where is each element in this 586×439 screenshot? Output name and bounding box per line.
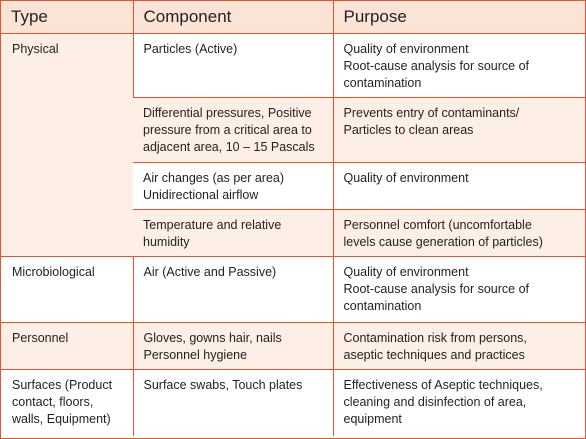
header-row: Type Component Purpose xyxy=(1,1,585,34)
table-header: Type Component Purpose xyxy=(1,1,585,34)
purpose-cell: Personnel comfort (uncomfortable levels … xyxy=(332,209,585,257)
table-row: Physical Particles (Active) Quality of e… xyxy=(1,33,585,257)
type-cell-surfaces: Surfaces (Product contact, floors, walls… xyxy=(1,369,133,436)
type-cell-microbiological: Microbiological xyxy=(1,256,133,323)
type-cell-personnel: Personnel xyxy=(1,322,133,370)
table-row: Differential pressures, Positive pressur… xyxy=(1,97,585,163)
component-cell: Surface swabs, Touch plates xyxy=(132,369,333,436)
type-cell-physical: Physical xyxy=(1,33,133,257)
component-cell: Temperature and relative humidity xyxy=(133,209,333,257)
component-cell: Air (Active and Passive) xyxy=(132,256,333,323)
purpose-cell: Quality of environment Root-cause analys… xyxy=(332,256,585,323)
header-component: Component xyxy=(132,1,333,34)
header-purpose: Purpose xyxy=(332,1,585,34)
component-cell: Particles (Active) xyxy=(132,33,333,98)
purpose-cell: Contamination risk from persons, aseptic… xyxy=(332,322,585,370)
table-row: Microbiological Air (Active and Passive)… xyxy=(1,256,585,323)
purpose-cell: Effectiveness of Aseptic techniques, cle… xyxy=(332,369,585,436)
header-type: Type xyxy=(1,1,133,34)
purpose-cell: Quality of environment Root-cause analys… xyxy=(332,33,585,98)
table-row: Air changes (as per area) Unidirectional… xyxy=(1,162,585,210)
component-cell: Differential pressures, Positive pressur… xyxy=(133,97,333,163)
table-row: Surfaces (Product contact, floors, walls… xyxy=(1,369,585,436)
component-cell: Air changes (as per area) Unidirectional… xyxy=(133,162,333,210)
table-row: Temperature and relative humidity Person… xyxy=(1,209,585,257)
table-body: Physical Particles (Active) Quality of e… xyxy=(1,33,585,436)
component-cell: Gloves, gowns hair, nails Personnel hygi… xyxy=(132,322,333,370)
table-row: Personnel Gloves, gowns hair, nails Pers… xyxy=(1,322,585,370)
purpose-cell: Quality of environment xyxy=(332,162,585,210)
purpose-cell: Prevents entry of contaminants/ Particle… xyxy=(332,97,585,163)
